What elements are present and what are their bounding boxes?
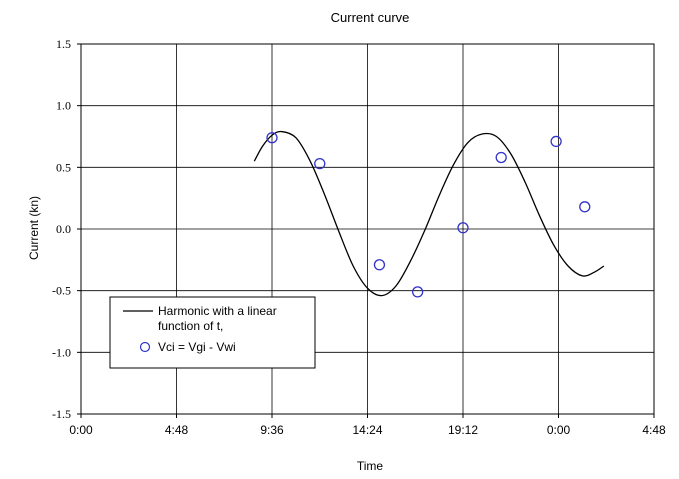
series-layer [253,130,605,298]
legend-label-vci: Vci = Vgi - Vwi [158,340,236,354]
legend-marker-swatch [139,341,151,353]
observed-point [314,157,326,170]
chart-title: Current curve [331,10,410,25]
y-tick-label: 0.0 [56,222,71,236]
plot-area-border [80,43,655,415]
x-tick-label: 0:00 [69,423,93,437]
y-tick-label: -1.5 [52,407,71,421]
x-tick-label: 9:36 [260,423,284,437]
legend-box [109,296,316,369]
x-tick-label: 0:00 [547,423,571,437]
observed-point [411,286,424,298]
y-tick-label: -0.5 [52,284,71,298]
y-tick-label: 0.5 [56,160,71,174]
observed-point [579,201,591,213]
harmonic-fit-line [253,130,605,297]
legend-label-harmonic: Harmonic with a linear [158,304,277,318]
legend: Harmonic with a linear function of t, Vc… [109,296,316,369]
legend-label-harmonic-cont: function of t, [158,319,223,333]
x-tick-label: 4:48 [165,423,189,437]
observed-point [266,132,278,144]
y-tick-label: 1.5 [56,37,71,51]
x-tick-label: 19:12 [448,423,478,437]
y-tick-label: 1.0 [56,99,71,113]
grid-lines [77,43,655,418]
y-axis-label: Current (kn) [27,196,41,260]
observed-point [457,222,469,234]
observed-point [373,259,386,271]
x-axis-label: Time [357,459,384,473]
observed-point [550,135,562,148]
y-tick-label: -1.0 [52,345,71,359]
x-tick-label: 14:24 [352,423,382,437]
x-tick-label: 4:48 [642,423,666,437]
observed-point [495,151,507,164]
tick-labels: 0:00 4:48 9:36 14:24 19:12 0:00 4:48 1.5 1.0 0.5 0… [52,37,666,437]
